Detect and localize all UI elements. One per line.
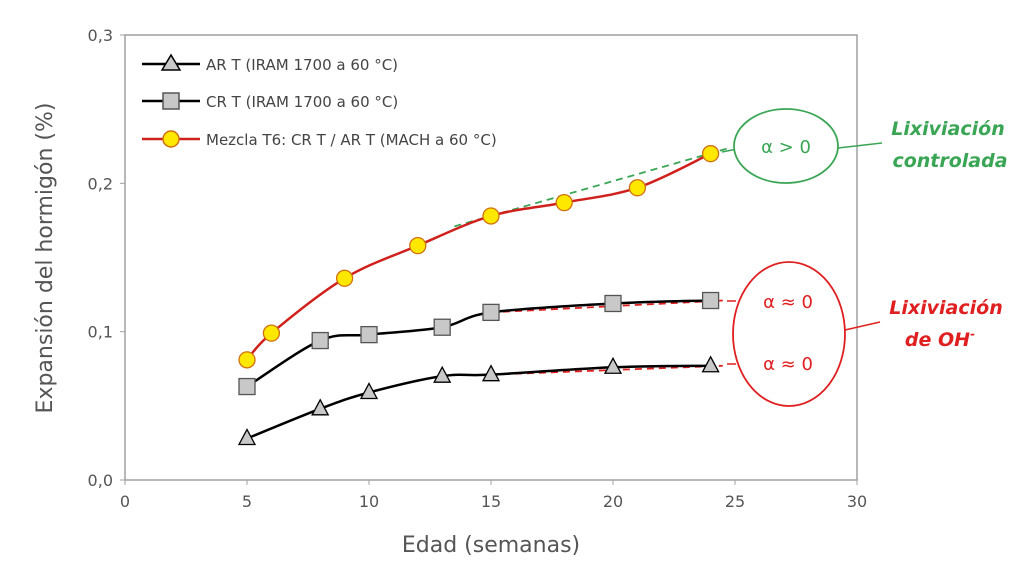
data-point-square [604,294,622,313]
data-point-circle [555,193,573,212]
red-label: de OH- [905,327,975,351]
red-label: Lixiviación [889,297,1002,319]
data-point-square [238,377,256,396]
x-tick-label: 5 [242,492,252,511]
y-tick-label: 0,1 [88,323,113,342]
data-point-square [482,303,500,322]
data-point-square [433,318,451,336]
data-point-circle [335,269,354,287]
data-point-triangle [481,364,501,382]
x-tick-label: 0 [120,492,130,511]
green-label: Lixiviación [891,118,1004,140]
data-point-circle [238,351,256,369]
data-point-circle [628,179,647,197]
green-ellipse-text: α > 0 [761,137,811,158]
data-point-triangle [701,355,720,373]
data-point-square [311,331,329,350]
data-point-circle [262,324,281,342]
green-ellipse [733,108,839,184]
y-axis-title: Expansión del hormigón (%) [33,103,58,414]
data-point-triangle [433,365,452,383]
legend-label: CR T (IRAM 1700 a 60 °C) [206,93,398,111]
y-tick-label: 0,3 [88,26,113,45]
y-tick-label: 0,2 [88,174,113,193]
data-point-triangle [237,428,257,446]
red-ellipse-text: α ≈ 0 [763,354,813,375]
legend: AR T (IRAM 1700 a 60 °C) CR T (IRAM 1700… [142,53,497,149]
red-ellipse-text: α ≈ 0 [763,292,813,313]
legend-label: Mezcla T6: CR T / AR T (MACH a 60 °C) [206,131,497,149]
data-point-circle [409,236,427,255]
x-tick-label: 25 [725,492,745,511]
x-axis-title: Edad (semanas) [402,533,580,558]
x-tick-label: 10 [359,492,379,511]
legend-square-icon [162,92,180,110]
data-point-circle [701,145,720,163]
legend-triangle-icon [160,53,182,71]
legend-circle-icon [162,130,180,148]
data-point-triangle [603,356,623,374]
data-point-triangle [311,398,330,416]
legend-label: AR T (IRAM 1700 a 60 °C) [206,56,398,74]
data-point-triangle [359,382,379,400]
y-tick-label: 0,0 [88,471,113,490]
trend-line [490,299,723,314]
x-tick-label: 15 [481,492,501,511]
green-label: controlada [892,150,1007,172]
data-point-circle [482,207,500,225]
red-ellipse [732,261,846,407]
series-line [246,364,711,440]
data-point-square [701,291,720,310]
data-point-square [360,325,378,344]
x-tick-label: 30 [847,492,867,511]
x-tick-label: 20 [603,492,623,511]
